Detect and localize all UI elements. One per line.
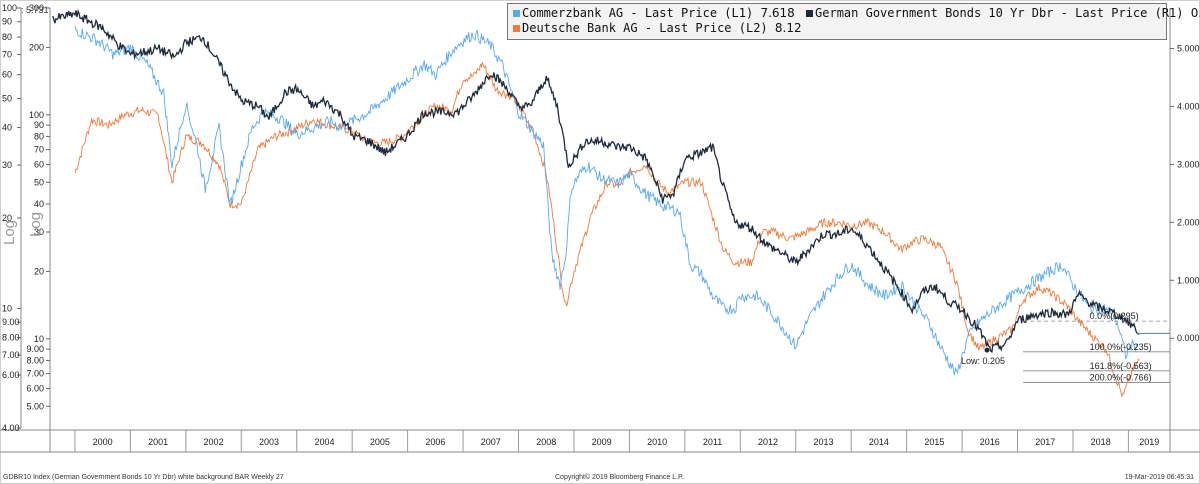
r1-tick-label: 2.000 [1177,217,1200,227]
x-tick-label: 2011 [703,437,722,447]
x-tick-label: 2013 [813,437,833,447]
legend-value-deutsche-bank: 8.12 [774,21,802,35]
legend-label-bund: German Government Bonds 10 Yr Dbr - Last… [815,6,1148,20]
l1-tick-label: 20 [2,213,12,223]
l2-tick-label: 6.00 [26,384,44,394]
l2-tick-label: 50 [34,177,44,187]
r1-tick-label: 3.000 [1177,159,1200,169]
legend-swatch-deutsche-bank [513,25,520,32]
l1-tick-label: 50 [2,93,12,103]
l2-tick-label: 9.00 [26,344,44,354]
l1-tick-label: 4.00 [2,423,20,433]
l1-tick-label: 7.00 [2,350,20,360]
x-tick-label: 2012 [758,437,778,447]
legend-label-commerzbank: Commerzbank AG - Last Price [522,6,718,20]
x-tick-label: 2015 [924,437,944,447]
fib-label: 161.8%(-0.563) [1090,361,1152,371]
l2-tick-label: 200 [29,42,44,52]
l1-tick-label: 90 [2,17,12,27]
l1-tick-label: 8.00 [2,333,20,343]
l2-tick-label: 20 [34,266,44,276]
l1-tick-label: 9.00 [2,317,20,327]
x-tick-label: 2009 [592,437,612,447]
x-tick-label: 2014 [869,437,889,447]
low-point-marker [984,347,990,353]
l1-tick-label: 40 [2,123,12,133]
r1-tick-label: 4.000 [1177,101,1200,111]
low-point-label: Low: 0.205 [961,356,1005,366]
footer-left: GDBR10 Index (German Government Bonds 10… [3,474,284,481]
legend: Commerzbank AG - Last Price (L1) 7.618 G… [507,3,1200,40]
legend-value-commerzbank: 7.618 [760,6,795,20]
x-tick-label: 2019 [1139,437,1159,447]
fib-label: 100.0%(-0.235) [1090,342,1152,352]
l2-tick-label: 60 [34,160,44,170]
legend-label-deutsche-bank: Deutsche Bank AG - Last Price [522,21,732,35]
footer-center: Copyright© 2019 Bloomberg Finance L.P. [555,474,684,481]
l1-tick-label: 6.00 [2,370,20,380]
l2-axis-title: Log [27,212,44,237]
x-tick-label: 2003 [259,437,279,447]
x-tick-label: 2018 [1091,437,1111,447]
x-tick-label: 2006 [425,437,445,447]
l2-tick-label: 40 [34,199,44,209]
x-tick-label: 2005 [370,437,390,447]
l1-tick-label: 10 [2,303,12,313]
l1-tick-label: 60 [2,70,12,80]
l1-axis-title: Log [1,220,18,245]
r1-tick-label: 0.000 [1177,333,1200,343]
l2-tick-label: 7.00 [26,369,44,379]
x-tick-label: 2017 [1035,437,1055,447]
x-tick-label: 2002 [204,437,224,447]
top-left-value: : 5.731 [21,5,49,15]
x-tick-label: 2001 [148,437,168,447]
l2-tick-label: 5.00 [26,401,44,411]
l2-tick-label: 100 [29,110,44,120]
l1-tick-label: 70 [2,50,12,60]
legend-value-bund: 0.083 [1190,6,1200,20]
r1-tick-label: 1.000 [1177,275,1200,285]
fib-label: 0.0%(0.295) [1090,311,1139,321]
l2-tick-label: 300 [29,3,44,13]
l1-tick-label: 100 [2,3,17,13]
x-tick-label: 2007 [481,437,501,447]
x-tick-label: 2000 [93,437,113,447]
l2-tick-label: 70 [34,145,44,155]
l2-tick-label: 8.00 [26,356,44,366]
l1-tick-label: 80 [2,32,12,42]
footer-right: 19-Mar-2019 06:45:31 [1124,474,1194,481]
x-tick-label: 2016 [980,437,1000,447]
legend-swatch-bund [806,10,814,17]
series-line-bund [52,8,1140,354]
x-tick-label: 2010 [647,437,667,447]
l2-tick-label: 80 [34,132,44,142]
l2-tick-label: 30 [34,227,44,237]
legend-swatch-commerzbank [513,10,520,17]
r1-tick-label: 5.000 [1177,44,1200,54]
x-tick-label: 2008 [536,437,556,447]
fib-label: 200.0%(-0.766) [1090,373,1152,383]
series-line-commerzbank [74,25,1138,376]
series-line-deutsche-bank [74,62,1140,397]
x-tick-label: 2004 [314,437,334,447]
l1-tick-label: 30 [2,160,12,170]
l2-tick-label: 10 [34,334,44,344]
l2-tick-label: 90 [34,120,44,130]
